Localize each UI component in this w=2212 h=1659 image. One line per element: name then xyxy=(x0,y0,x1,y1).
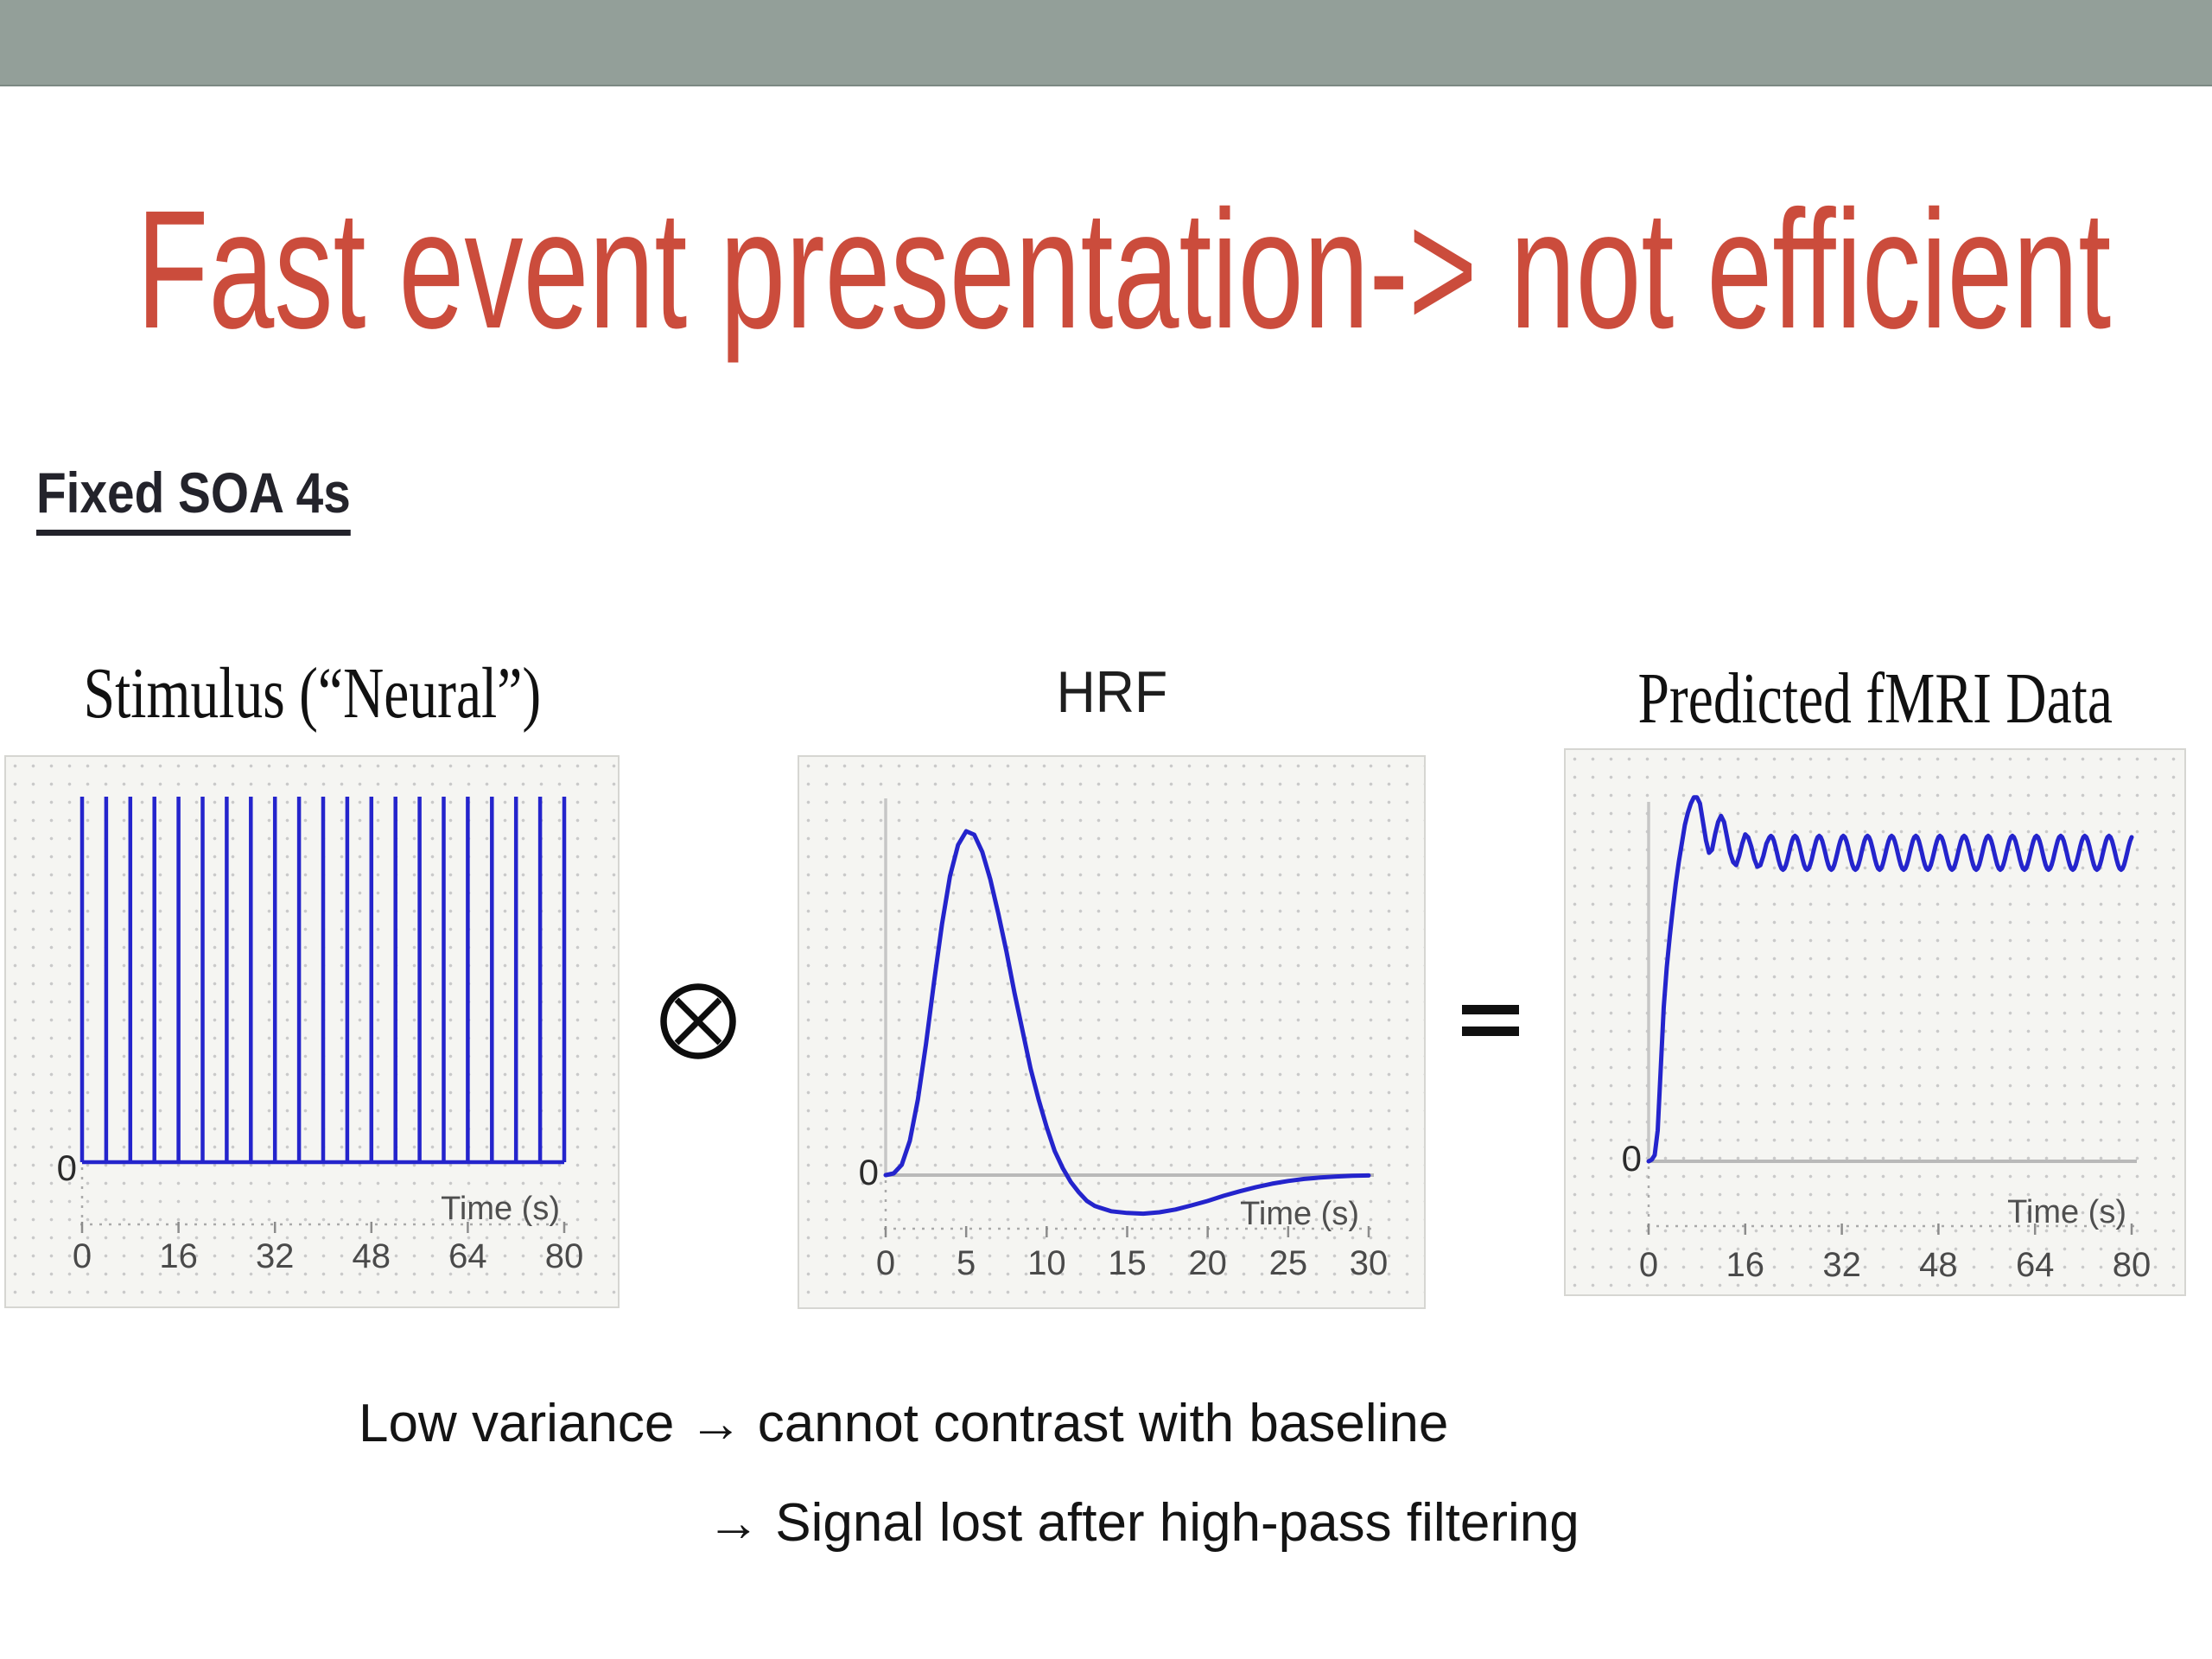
page-title: Fast event presentation-> not efficient xyxy=(137,181,2212,359)
predicted-chart-panel: 0 Time (s) 0 16 32 48 64 80 xyxy=(1564,748,2186,1296)
x-tick-label: 80 xyxy=(2112,1246,2152,1284)
x-tick-label: 0 xyxy=(875,1244,896,1282)
x-tick-label: 48 xyxy=(1919,1246,1958,1284)
stimulus-plot xyxy=(79,797,571,1233)
stimulus-chart-panel: 0 Time (s) 0 16 32 48 64 80 xyxy=(4,755,620,1308)
x-tick-label: 5 xyxy=(957,1244,976,1282)
x-axis-label: Time (s) xyxy=(441,1191,560,1227)
x-tick-label: 20 xyxy=(1188,1244,1227,1282)
x-axis-label: Time (s) xyxy=(1240,1196,1359,1232)
equals-icon xyxy=(1462,1005,1519,1036)
hrf-chart-panel: 0 Time (s) 0 5 10 15 20 25 30 xyxy=(798,755,1426,1309)
x-tick-label: 48 xyxy=(352,1237,391,1275)
hrf-chart-title: HRF xyxy=(1056,659,1167,725)
x-tick-label: 64 xyxy=(2015,1246,2055,1284)
footer-line-2: → Signal lost after high-pass filtering xyxy=(707,1493,1580,1553)
x-tick-label: 64 xyxy=(448,1237,487,1275)
equals-bar xyxy=(1462,1027,1519,1036)
y-zero-label: 0 xyxy=(1621,1138,1642,1179)
x-tick-label: 25 xyxy=(1268,1244,1308,1282)
x-tick-label: 0 xyxy=(1638,1246,1659,1284)
predicted-plot xyxy=(1646,795,2139,1235)
hrf-plot xyxy=(883,798,1376,1237)
stimulus-chart-title: Stimulus (“Neural”) xyxy=(83,653,541,734)
y-zero-label: 0 xyxy=(56,1147,77,1188)
x-tick-label: 10 xyxy=(1027,1244,1066,1282)
x-tick-label: 80 xyxy=(544,1237,584,1275)
x-tick-label: 32 xyxy=(255,1237,295,1275)
x-tick-label: 15 xyxy=(1108,1244,1147,1282)
predicted-chart-title: Predicted fMRI Data xyxy=(1637,658,2113,739)
section-label: Fixed SOA 4s xyxy=(36,460,402,536)
page-title-text: Fast event presentation-> not efficient xyxy=(137,175,2112,364)
footer-line-1: Low variance → cannot contrast with base… xyxy=(359,1394,1449,1453)
y-zero-label: 0 xyxy=(858,1152,879,1192)
x-tick-label: 32 xyxy=(1822,1246,1861,1284)
x-tick-label: 16 xyxy=(159,1237,198,1275)
x-axis-label: Time (s) xyxy=(2007,1194,2126,1230)
equals-bar xyxy=(1462,1005,1519,1014)
convolution-icon xyxy=(660,983,736,1059)
x-tick-label: 16 xyxy=(1726,1246,1765,1284)
x-tick-label: 0 xyxy=(72,1237,92,1275)
slide-top-band xyxy=(0,0,2212,86)
x-tick-label: 30 xyxy=(1349,1244,1389,1282)
